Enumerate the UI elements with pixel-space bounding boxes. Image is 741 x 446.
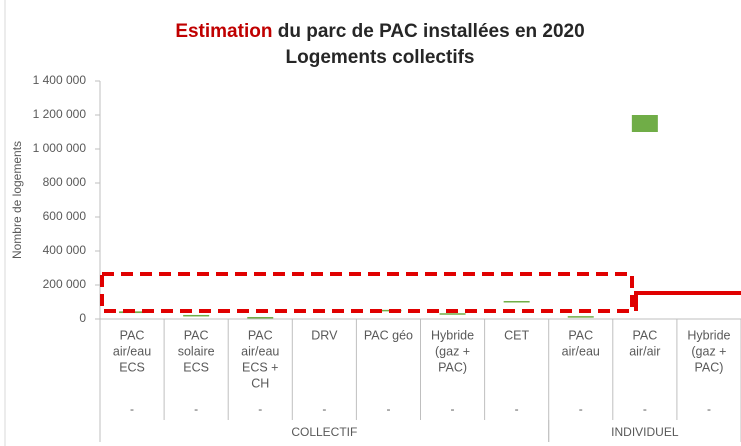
x-tick-label: DRV <box>311 328 338 342</box>
bar <box>183 314 210 317</box>
bar <box>631 115 658 132</box>
sublabel: - <box>451 402 455 416</box>
y-tick-label: 1 200 000 <box>33 107 87 121</box>
sublabel: - <box>707 402 711 416</box>
title-highlight: Estimation <box>175 21 272 42</box>
x-tick-label: CH <box>251 376 269 390</box>
bar <box>567 316 594 318</box>
x-tick-label: PAC géo <box>364 328 413 342</box>
x-tick-label: (gaz + <box>691 344 726 358</box>
sublabel: - <box>386 402 390 416</box>
y-axis-label: Nombre de logements <box>10 141 24 259</box>
sublabel: - <box>194 402 198 416</box>
x-tick-label: PAC <box>184 328 209 342</box>
x-tick-label: ECS <box>119 360 145 374</box>
highlight-box <box>100 272 634 313</box>
x-tick-label: air/air <box>629 344 660 358</box>
sublabel: - <box>130 402 134 416</box>
x-tick-label: PAC <box>120 328 145 342</box>
group-label: INDIVIDUEL <box>611 425 679 439</box>
sublabel: - <box>579 402 583 416</box>
x-tick-label: PAC <box>568 328 593 342</box>
x-tick-label: ECS <box>183 360 209 374</box>
sublabel: - <box>258 402 262 416</box>
y-tick-label: 200 000 <box>43 277 87 291</box>
x-tick-label: air/eau <box>113 344 151 358</box>
bar <box>375 309 402 312</box>
y-tick-label: 800 000 <box>43 175 87 189</box>
sublabel: - <box>643 402 647 416</box>
x-tick-label: PAC <box>632 328 657 342</box>
chart-title: Estimation du parc de PAC installées en … <box>175 21 584 42</box>
title-rest: du parc de PAC installées en 2020 <box>272 21 584 42</box>
sublabel: - <box>322 402 326 416</box>
bar <box>247 316 274 319</box>
y-tick-label: 0 <box>79 311 86 325</box>
x-tick-label: Hybride <box>687 328 730 342</box>
x-tick-label: (gaz + <box>435 344 470 358</box>
y-tick-label: 1 400 000 <box>33 73 87 87</box>
sublabel: - <box>515 402 519 416</box>
y-tick-label: 1 000 000 <box>33 141 87 155</box>
bar <box>503 301 530 303</box>
y-tick-label: 400 000 <box>43 243 87 257</box>
x-tick-label: ECS + <box>242 360 278 374</box>
group-label: COLLECTIF <box>291 425 357 439</box>
x-tick-label: CET <box>504 328 529 342</box>
chart-subtitle: Logements collectifs <box>286 47 475 68</box>
x-tick-label: PAC) <box>694 360 723 374</box>
x-tick-label: solaire <box>178 344 215 358</box>
bar <box>439 313 466 315</box>
x-tick-label: air/eau <box>562 344 600 358</box>
y-tick-label: 600 000 <box>43 209 87 223</box>
x-tick-label: PAC) <box>438 360 467 374</box>
x-tick-label: air/eau <box>241 344 279 358</box>
x-tick-label: Hybride <box>431 328 474 342</box>
x-tick-label: PAC <box>248 328 273 342</box>
highlight-line <box>634 291 741 311</box>
